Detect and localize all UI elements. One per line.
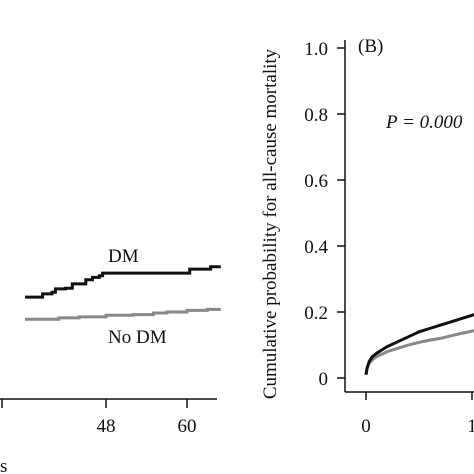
panel-b-y-tick-label: 0.6	[304, 171, 328, 192]
panel-b-y-tick-label: 1.0	[304, 39, 328, 60]
panel-a-x-tick-label: 60	[178, 416, 197, 437]
panel-b-y-tick-label: 0.2	[304, 303, 328, 324]
panel-b-x-tick-label: 1	[467, 416, 474, 437]
panel-a-series-label-nodm: No DM	[108, 327, 167, 348]
panel-a-x-ticks: 48 60	[1, 399, 197, 437]
panel-a-series-label-dm: DM	[108, 246, 139, 267]
panel-a-x-tick-label: 48	[97, 416, 116, 437]
panel-a-series-line-nodm	[25, 307, 221, 321]
panel-b-p-value: P = 0.000	[385, 112, 463, 133]
panel-a-x-axis-title: s	[0, 456, 7, 474]
panel-b-x-tick-label: 0	[361, 416, 371, 437]
panel-b-series	[364, 313, 474, 375]
panel-b-y-tick-label: 0.4	[304, 237, 328, 258]
panel-b-y-tick-label: 0.8	[304, 105, 328, 126]
panel-b-series-line-nodm	[364, 329, 474, 375]
panel-a-series	[25, 265, 221, 321]
panel-b-y-tick-label: 0	[319, 369, 329, 390]
panel-a-chart: 48 60 DM No DM s	[0, 246, 221, 474]
panel-b-label: (B)	[358, 36, 383, 57]
panel-a-series-line-dm	[25, 265, 221, 299]
panel-b-y-axis-title: Cumulative probability for all-cause mor…	[260, 48, 281, 399]
panel-b-series-line-dm	[364, 313, 474, 375]
panel-b-y-ticks: 0 0.2 0.4 0.6 0.8 1.0	[304, 39, 345, 390]
